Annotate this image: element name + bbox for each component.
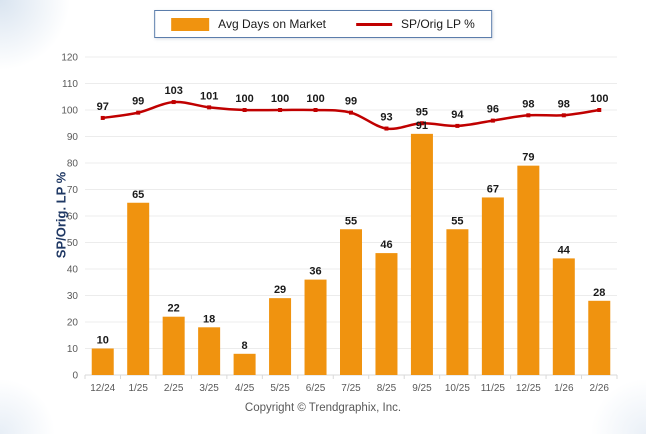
bar-value-label: 10 — [97, 335, 109, 347]
bar-avg-days — [198, 327, 221, 375]
line-value-label: 100 — [271, 93, 289, 105]
bar-avg-days — [375, 253, 398, 375]
y-tick-label: 20 — [67, 318, 79, 329]
x-tick-label: 6/25 — [306, 383, 326, 394]
x-tick-label: 1/26 — [554, 383, 574, 394]
bar-value-label: 79 — [522, 152, 534, 164]
bar-value-label: 29 — [274, 284, 286, 296]
line-value-label: 100 — [235, 93, 253, 105]
y-tick-label: 30 — [67, 291, 79, 302]
line-point-marker — [100, 115, 105, 120]
line-value-label: 101 — [200, 90, 218, 102]
line-point-marker — [349, 110, 353, 115]
line-value-label: 99 — [345, 96, 357, 108]
line-value-label: 98 — [522, 98, 534, 110]
bar-avg-days — [588, 300, 611, 375]
x-tick-label: 8/25 — [377, 383, 397, 394]
y-tick-label: 120 — [61, 53, 78, 64]
bar-avg-days — [91, 348, 114, 375]
line-point-marker — [278, 108, 283, 112]
line-point-marker — [207, 105, 212, 110]
bar-value-label: 36 — [309, 266, 321, 278]
line-point-marker — [313, 108, 318, 112]
bar-value-label: 18 — [203, 313, 215, 325]
copyright-text: Copyright © Trendgraphix, Inc. — [244, 402, 402, 414]
x-tick-label: 5/25 — [270, 383, 290, 394]
bar-value-label: 8 — [242, 340, 248, 352]
bar-avg-days — [446, 229, 469, 375]
bar-value-label: 46 — [380, 239, 392, 251]
line-point-marker — [419, 121, 424, 126]
bar-avg-days — [269, 298, 292, 375]
x-tick-label: 1/25 — [128, 383, 148, 394]
bar-avg-days — [233, 353, 256, 375]
bar-value-label: 22 — [168, 303, 180, 315]
line-point-marker — [242, 108, 247, 112]
y-tick-label: 80 — [67, 159, 79, 170]
x-tick-label: 3/25 — [199, 383, 219, 394]
line-value-label: 100 — [306, 93, 324, 105]
y-tick-label: 60 — [67, 212, 79, 223]
bar-value-label: 55 — [451, 215, 463, 227]
legend-bar-label: Avg Days on Market — [218, 17, 327, 31]
y-tick-label: 40 — [67, 265, 79, 276]
bar-avg-days — [304, 279, 327, 375]
y-tick-label: 70 — [67, 185, 79, 196]
y-tick-label: 100 — [61, 106, 78, 117]
x-tick-label: 2/25 — [164, 383, 184, 394]
line-value-label: 103 — [164, 85, 182, 97]
y-tick-label: 90 — [67, 132, 79, 143]
line-point-marker — [526, 113, 531, 118]
line-point-marker — [490, 118, 495, 123]
legend: Avg Days on Market SP/Orig LP % — [154, 10, 492, 38]
bar-value-label: 65 — [132, 189, 144, 201]
bar-avg-days — [410, 133, 433, 375]
bar-avg-days — [481, 197, 504, 375]
legend-bar-swatch — [171, 17, 210, 31]
line-point-marker — [561, 113, 566, 118]
x-tick-label: 12/24 — [90, 383, 115, 394]
legend-line-swatch — [356, 22, 393, 26]
line-point-marker — [384, 126, 389, 131]
bar-avg-days — [162, 316, 185, 375]
line-value-label: 94 — [451, 109, 464, 121]
bar-value-label: 67 — [487, 183, 499, 195]
x-tick-label: 7/25 — [341, 383, 361, 394]
line-value-label: 98 — [558, 98, 570, 110]
bar-value-label: 28 — [593, 287, 605, 299]
line-value-label: 93 — [380, 112, 392, 124]
bar-avg-days — [517, 165, 540, 375]
line-value-label: 95 — [416, 106, 428, 118]
y-tick-label: 110 — [62, 79, 78, 90]
y-tick-label: 50 — [67, 238, 79, 249]
y-tick-label: 10 — [67, 344, 79, 355]
legend-line-label: SP/Orig LP % — [401, 17, 475, 31]
x-tick-label: 2/26 — [590, 383, 610, 394]
bar-value-label: 55 — [345, 215, 357, 227]
y-axis-title: SP/Orig. LP % — [53, 171, 69, 259]
line-point-marker — [136, 110, 141, 115]
bar-avg-days — [340, 229, 362, 375]
x-tick-label: 9/25 — [412, 383, 432, 394]
bar-value-label: 91 — [416, 120, 428, 132]
line-value-label: 96 — [487, 104, 499, 116]
x-tick-label: 12/25 — [516, 383, 541, 394]
x-tick-label: 11/25 — [481, 383, 506, 394]
x-tick-label: 4/25 — [235, 383, 255, 394]
line-point-marker — [455, 123, 460, 128]
line-value-label: 100 — [590, 93, 608, 105]
line-value-label: 99 — [132, 96, 144, 108]
bar-avg-days — [127, 202, 150, 375]
y-tick-label: 0 — [72, 371, 78, 382]
line-point-marker — [597, 108, 602, 112]
bar-value-label: 44 — [558, 244, 571, 256]
line-value-label: 97 — [97, 101, 109, 113]
x-tick-label: 10/25 — [445, 383, 470, 394]
line-point-marker — [171, 100, 176, 105]
bar-avg-days — [552, 258, 575, 375]
